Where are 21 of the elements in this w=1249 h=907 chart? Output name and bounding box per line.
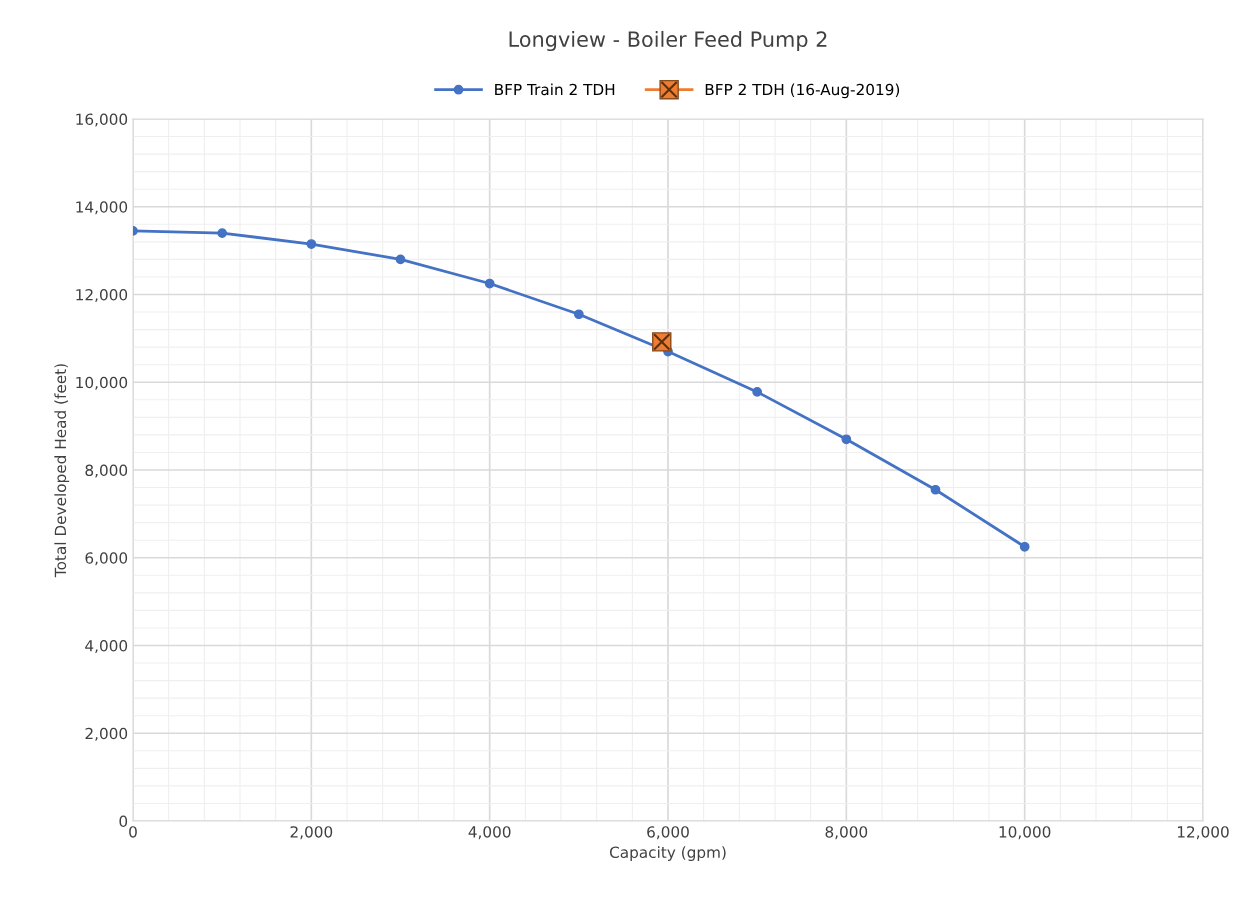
x-tick-label: 2,000: [290, 826, 333, 840]
y-tick-label: 6,000: [85, 552, 128, 566]
x-tick-label: 0: [129, 826, 137, 838]
y-tick-label: 4,000: [85, 639, 128, 654]
y-tick-label: 8,000: [85, 464, 128, 478]
y-tick-label: 10,000: [76, 376, 128, 390]
x-tick-label: 10,000: [999, 826, 1051, 840]
legend-label: BFP 2 TDH (16-Aug-2019): [705, 83, 900, 99]
x-tick-label: 12,000: [1177, 826, 1229, 840]
x-tick-label: 4,000: [468, 826, 511, 840]
y-tick-label: 12,000: [76, 288, 128, 303]
x-tick-label: 6,000: [647, 826, 689, 840]
x-axis-title: Capacity (gpm): [609, 846, 726, 861]
y-axis-title: Total Developed Head (feet): [54, 364, 70, 578]
y-tick-label: 16,000: [76, 113, 128, 127]
x-tick-label: 8,000: [825, 826, 868, 840]
y-tick-label: 2,000: [85, 727, 128, 741]
legend-label: BFP Train 2 TDH: [495, 83, 615, 96]
y-tick-label: 14,000: [76, 201, 128, 215]
chart-title: Longview - Boiler Feed Pump 2: [509, 30, 827, 52]
y-tick-label: 0: [119, 815, 128, 828]
